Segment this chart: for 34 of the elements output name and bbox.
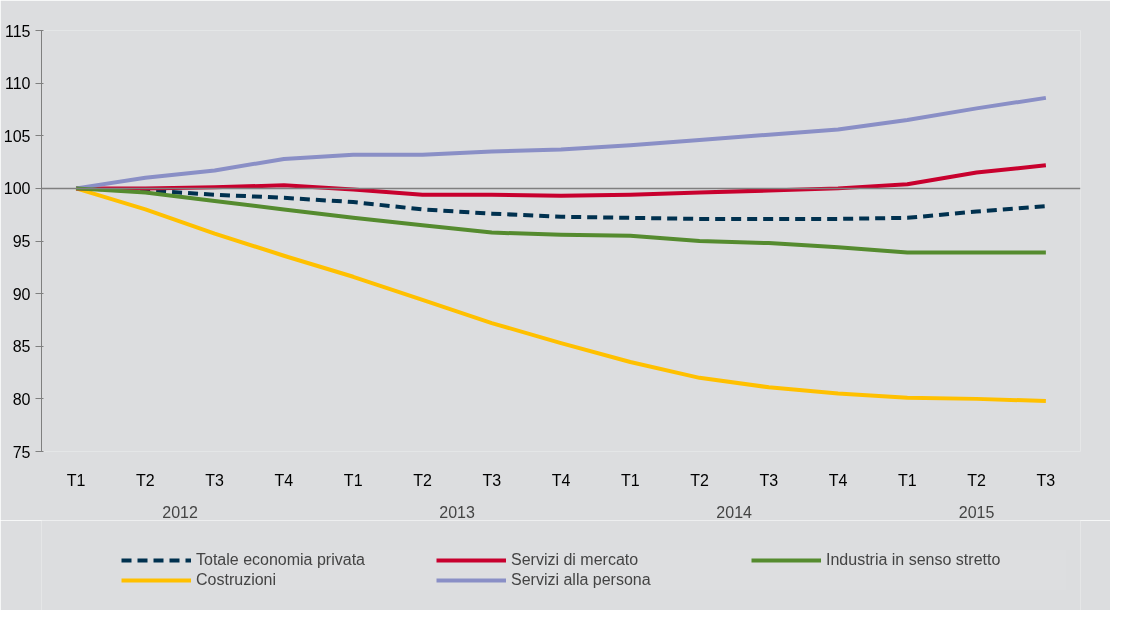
- x-tick-label: T3: [482, 471, 502, 489]
- x-tick-label: T1: [898, 471, 917, 489]
- x-tick-label: T3: [759, 471, 779, 489]
- y-tick-label: 85: [12, 338, 31, 356]
- x-tick-label: T4: [828, 471, 848, 489]
- text: 2015: [958, 503, 995, 521]
- x-tick-label: T1: [66, 471, 86, 489]
- legend-label: Costruzioni: [196, 571, 278, 589]
- line-series: [74, 186, 1048, 255]
- y-tick-label: 115: [4, 22, 31, 40]
- x-tick-label: T2: [413, 471, 432, 489]
- x-tick-label: T2: [690, 471, 709, 489]
- y-tick-label: 105: [3, 127, 31, 145]
- text: 2014: [716, 503, 753, 521]
- y-tick-label: 75: [12, 443, 31, 461]
- y-tick-label: 90: [12, 285, 31, 303]
- y-tick-label: 80: [12, 390, 31, 408]
- x-tick-label: T2: [136, 471, 155, 489]
- text: 2012: [162, 503, 198, 521]
- y-tick-label: 100: [3, 180, 31, 198]
- x-tick-label: T3: [205, 471, 225, 489]
- x-tick-label: T1: [343, 471, 363, 489]
- legend-label: Servizi alla persona: [511, 571, 652, 589]
- legend-label: Servizi di mercato: [511, 551, 640, 569]
- text: 2013: [439, 503, 475, 521]
- x-tick-label: T1: [620, 471, 640, 489]
- legend-label: Totale economia privata: [196, 551, 366, 569]
- y-tick-label: 110: [4, 75, 31, 93]
- legend-label: Industria in senso stretto: [826, 551, 1002, 569]
- x-tick-label: T2: [967, 471, 987, 489]
- x-tick-label: T3: [1036, 471, 1056, 489]
- x-tick-label: T4: [274, 471, 294, 489]
- x-tick-label: T4: [551, 471, 571, 489]
- y-tick-label: 95: [12, 233, 31, 250]
